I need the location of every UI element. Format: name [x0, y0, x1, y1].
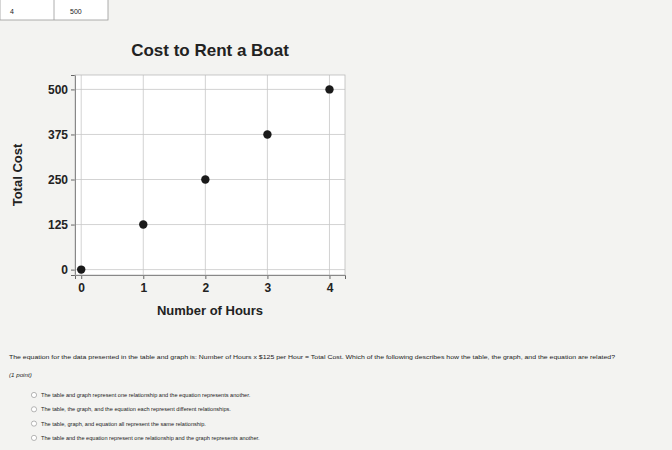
tick-label: 250 — [48, 173, 68, 187]
grid-line-x — [143, 75, 144, 275]
tick: 375 — [48, 128, 75, 142]
option-text[interactable]: The table and the equation represent one… — [41, 435, 260, 441]
tick: 0 — [78, 275, 85, 295]
point — [325, 85, 333, 93]
tick: 125 — [48, 218, 75, 232]
table-divider — [54, 0, 55, 20]
grid-line-y — [75, 179, 345, 180]
grid-line-y — [75, 224, 345, 225]
tick-label: 3 — [265, 281, 272, 295]
tick-mark — [143, 275, 144, 279]
tick: 3 — [265, 275, 272, 295]
y-axis-title: Total Cost — [10, 143, 25, 206]
tick-label: 500 — [48, 83, 68, 97]
table-row — [0, 0, 108, 20]
tick-label: 125 — [48, 218, 68, 232]
radio-button[interactable] — [31, 392, 36, 397]
grid-line-y — [75, 89, 345, 90]
option-text[interactable]: The table, the graph, and the equation e… — [41, 406, 231, 412]
tick: 0 — [61, 263, 75, 277]
plot-frame — [75, 75, 345, 275]
point — [139, 220, 147, 228]
tick-mark — [71, 225, 75, 226]
grid-line-y — [75, 269, 345, 270]
question-points: (1 point) — [9, 371, 32, 378]
tick-label: 4 — [327, 281, 334, 295]
point — [201, 175, 209, 183]
tick-mark — [71, 89, 75, 90]
grid-line-y — [75, 134, 345, 135]
y-axis: 0 125 250 375 500 — [48, 76, 76, 277]
grid — [75, 75, 345, 275]
tick-mark — [71, 180, 75, 181]
option-text[interactable]: The table and graph represent one relati… — [41, 392, 251, 398]
radio-button[interactable] — [31, 407, 36, 412]
grid-line-x — [205, 75, 206, 275]
plot-area — [75, 75, 345, 275]
radio-button[interactable] — [31, 435, 36, 440]
tick-mark — [71, 134, 75, 135]
tick: 4 — [327, 275, 334, 295]
point — [77, 265, 85, 273]
grid-line-x — [329, 75, 330, 275]
table: 4 500 — [0, 0, 108, 20]
tick-mark — [205, 275, 206, 279]
tick-mark — [329, 275, 330, 279]
tick-label: 1 — [140, 281, 147, 295]
question-text: The equation for the data presented in t… — [9, 353, 616, 360]
marks — [77, 85, 334, 274]
axis-line — [76, 276, 346, 280]
tick: 2 — [203, 275, 210, 295]
tick: 500 — [48, 83, 75, 97]
tick-label: 0 — [78, 281, 85, 295]
tick: 1 — [140, 275, 147, 295]
tick-mark — [267, 275, 268, 279]
page: 4 500 Cost to Rent a Boat 0 125 250 375 500 0 1 2 3… — [0, 0, 672, 450]
tick-label: 0 — [61, 263, 68, 277]
option-text[interactable]: The table, graph, and equation all repre… — [41, 421, 206, 427]
table-cell: 4 — [10, 8, 14, 15]
tick-mark — [71, 270, 75, 271]
table-cell: 500 — [70, 8, 82, 15]
tick-label: 2 — [203, 281, 210, 295]
x-axis-title: Number of Hours — [157, 303, 263, 318]
radio-button[interactable] — [31, 421, 36, 426]
chart-title: Cost to Rent a Boat — [131, 41, 289, 60]
point — [263, 130, 271, 138]
tick-label: 375 — [48, 128, 68, 142]
grid-line-x — [81, 75, 82, 275]
x-axis: 0 1 2 3 4 — [76, 275, 346, 295]
tick: 250 — [48, 173, 75, 187]
grid-line-x — [267, 75, 268, 275]
tick-mark — [81, 275, 82, 279]
question: The equation for the data presented in t… — [9, 353, 616, 441]
